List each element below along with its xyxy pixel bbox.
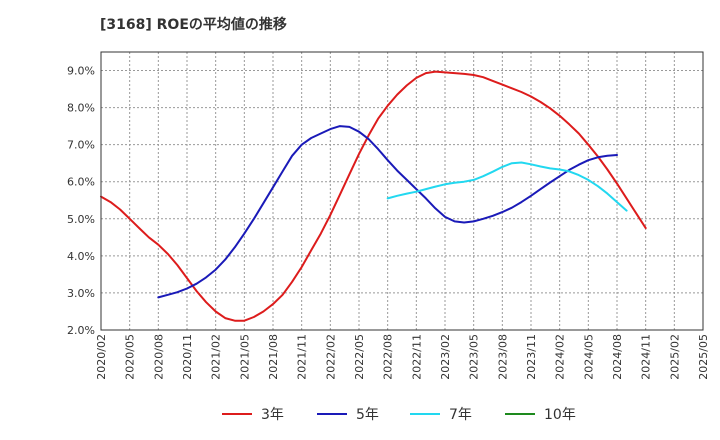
x-tick-label: 2025/02 <box>668 334 681 380</box>
x-tick-label: 2021/08 <box>267 334 280 380</box>
x-tick-label: 2021/02 <box>210 334 223 380</box>
x-tick-label: 2024/02 <box>554 334 567 380</box>
gridlines <box>101 52 703 330</box>
x-tick-label: 2020/08 <box>152 334 165 380</box>
y-tick-label: 6.0% <box>67 176 95 189</box>
y-tick-label: 9.0% <box>67 65 95 78</box>
x-tick-label: 2024/05 <box>582 334 595 380</box>
x-tick-label: 2020/11 <box>181 334 194 380</box>
series-line-3年 <box>100 70 647 322</box>
legend-label-3年: 3年 <box>261 407 284 423</box>
y-tick-label: 8.0% <box>67 102 95 115</box>
legend-label-7年: 7年 <box>449 407 472 423</box>
x-tick-label: 2024/08 <box>611 334 624 380</box>
x-axis-ticks: 2020/02 2020/05 2020/08 2020/11 2021/02 2021/… <box>95 334 710 380</box>
x-tick-label: 2022/08 <box>382 334 395 380</box>
y-tick-label: 5.0% <box>67 213 95 226</box>
y-tick-label: 7.0% <box>67 139 95 152</box>
series-line-7年 <box>386 161 628 212</box>
legend-label-5年: 5年 <box>356 407 379 423</box>
x-tick-label: 2023/08 <box>496 334 509 380</box>
x-tick-label: 2022/11 <box>410 334 423 380</box>
chart-title: [3168] ROEの平均値の推移 <box>100 17 287 33</box>
x-tick-label: 2020/05 <box>124 334 137 380</box>
y-tick-label: 4.0% <box>67 250 95 263</box>
y-tick-label: 2.0% <box>67 324 95 337</box>
legend: 3年 5年 7年 10年 <box>222 407 576 423</box>
series-lines <box>100 70 647 322</box>
x-tick-label: 2022/02 <box>324 334 337 380</box>
x-tick-label: 2025/05 <box>697 334 710 380</box>
x-tick-label: 2020/02 <box>95 334 108 380</box>
x-tick-label: 2022/05 <box>353 334 366 380</box>
x-tick-label: 2023/11 <box>525 334 538 380</box>
y-tick-label: 3.0% <box>67 287 95 300</box>
x-tick-label: 2023/05 <box>468 334 481 380</box>
y-axis-ticks: 2.0% 3.0% 4.0% 5.0% 6.0% 7.0% 8.0% 9.0% <box>67 65 95 337</box>
x-tick-label: 2023/02 <box>439 334 452 380</box>
x-tick-label: 2024/11 <box>640 334 653 380</box>
series-line-5年 <box>157 125 618 299</box>
legend-label-10年: 10年 <box>544 407 576 423</box>
plot-frame <box>100 51 704 331</box>
x-tick-label: 2021/05 <box>238 334 251 380</box>
x-tick-label: 2021/11 <box>296 334 309 380</box>
